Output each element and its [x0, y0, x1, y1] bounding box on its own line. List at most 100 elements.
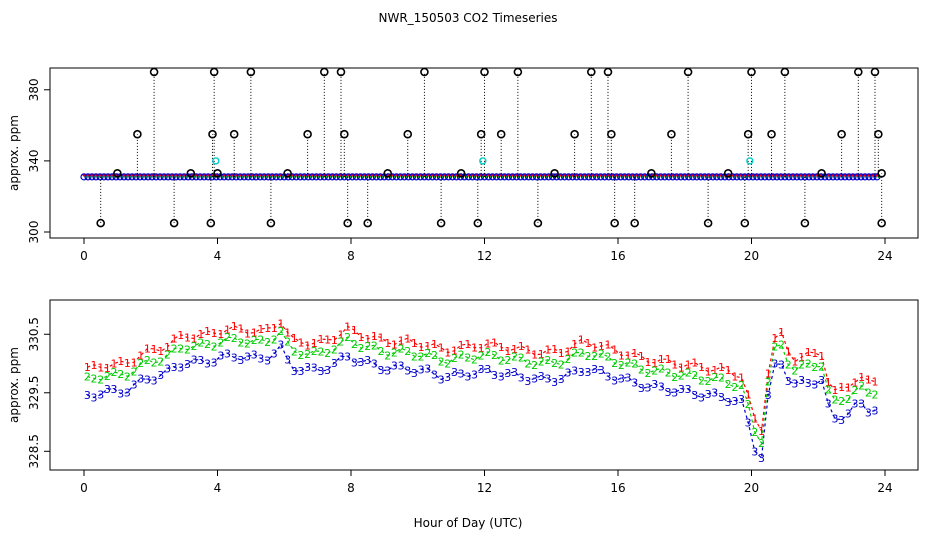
raw-point — [607, 129, 616, 139]
raw-point — [780, 67, 790, 77]
raw-point — [870, 67, 880, 77]
raw-point — [133, 129, 142, 139]
series-1-marker: 1 — [251, 327, 258, 340]
series-3-marker: 3 — [478, 363, 485, 376]
series-1-marker: 1 — [91, 359, 98, 372]
series-2-marker: 2 — [658, 362, 665, 375]
series-1-marker: 1 — [237, 323, 244, 336]
baseline-3-point — [468, 173, 477, 181]
raw-point — [113, 169, 122, 178]
series-3-marker: 3 — [751, 445, 758, 458]
series-2-marker: 2 — [144, 354, 151, 367]
series-3-marker: 3 — [157, 369, 164, 382]
baseline-3-point — [88, 173, 96, 181]
baseline-3-point — [861, 173, 869, 181]
series-2-marker: 2 — [685, 366, 692, 379]
baseline-3-point — [268, 173, 276, 181]
baseline-3-point — [448, 173, 457, 181]
series-1-marker: 1 — [858, 371, 865, 384]
series-2-marker: 2 — [157, 356, 164, 369]
series-1-marker: 1 — [297, 336, 304, 349]
baseline-3-point — [364, 173, 372, 181]
baseline-3-point — [228, 173, 236, 181]
baseline-3-point — [436, 173, 445, 181]
series-1-marker: 1 — [264, 322, 271, 335]
series-1-marker: 1 — [791, 356, 798, 369]
series-1-marker: 1 — [544, 344, 551, 357]
baseline-3-point — [705, 173, 713, 181]
baseline-3-point — [140, 173, 148, 181]
baseline-3-point — [312, 173, 320, 181]
bottom-x-tick-label: 8 — [347, 481, 355, 495]
series-3-marker: 3 — [358, 356, 365, 369]
series-3-marker: 3 — [564, 366, 571, 379]
series-3-marker: 3 — [484, 363, 491, 376]
series-1-marker: 1 — [511, 343, 518, 356]
series-3-marker: 3 — [364, 354, 371, 367]
raw-point — [319, 67, 329, 77]
series-1-marker: 1 — [638, 350, 645, 363]
series-2-marker: 2 — [498, 354, 505, 367]
series-1-marker: 1 — [97, 361, 104, 374]
baseline-3-point — [316, 173, 324, 181]
series-1-marker: 1 — [444, 347, 451, 360]
series-3-marker: 3 — [211, 356, 218, 369]
baseline-3-point — [581, 173, 589, 181]
series-2-marker: 2 — [858, 380, 865, 393]
top-y-ticks: 300 340 380 — [27, 78, 50, 243]
series-1-marker: 1 — [171, 333, 178, 346]
raw-point — [496, 129, 506, 139]
baseline-3-point — [156, 173, 164, 181]
series-1-marker: 1 — [604, 339, 611, 352]
series-1-marker: 1 — [291, 332, 298, 345]
raw-point — [206, 218, 216, 228]
baseline-3-point — [853, 173, 861, 181]
raw-point — [383, 169, 393, 178]
series-3-marker: 3 — [464, 371, 471, 384]
series-3-marker: 3 — [818, 374, 825, 387]
baseline-3-point — [685, 173, 693, 181]
bottom-series-lines — [87, 322, 876, 460]
raw-point — [229, 129, 239, 139]
raw-point — [837, 129, 846, 139]
baseline-3-point — [777, 173, 785, 181]
bottom-series-labels: 1 1 1 1 1 1 1 111 1 1 11 1 1 1 1 1 1 1 1 1 1 1 1 1 1 1 11 1 1 1 1 1 1 1 11… — [84, 318, 879, 465]
series-1-marker: 1 — [217, 328, 224, 341]
series-3-marker: 3 — [191, 353, 198, 366]
series-2-marker: 2 — [331, 344, 338, 357]
series-1-marker: 1 — [331, 334, 338, 347]
series-3-marker: 3 — [271, 348, 278, 361]
series-3-marker: 3 — [224, 347, 231, 360]
baseline-3-point — [424, 173, 433, 181]
series-2-marker: 2 — [625, 356, 632, 369]
baseline-3-point — [577, 173, 585, 181]
series-2-marker: 2 — [484, 346, 491, 359]
baseline-3-point — [869, 173, 877, 181]
series-2-marker: 2 — [571, 347, 578, 360]
series-1-marker: 1 — [658, 353, 665, 366]
series-2-marker: 2 — [538, 355, 545, 368]
series-2-marker: 2 — [758, 437, 765, 450]
top-y-tick-label: 300 — [27, 221, 41, 244]
series-1-marker: 1 — [464, 338, 471, 351]
baseline-3-point — [176, 173, 184, 181]
series-1-marker: 1 — [591, 342, 598, 355]
x-axis-label: Hour of Day (UTC) — [414, 516, 523, 530]
baseline-3-point — [352, 173, 360, 181]
series-2-marker: 2 — [544, 354, 551, 367]
series-2-marker: 2 — [711, 371, 718, 384]
series-2-marker: 2 — [371, 339, 378, 352]
series-2-marker: 2 — [257, 333, 264, 346]
series-1-marker: 1 — [771, 332, 778, 345]
series-2-marker: 2 — [651, 364, 658, 377]
series-3-marker: 3 — [117, 388, 124, 401]
series-2-marker: 2 — [251, 334, 258, 347]
series-3-marker: 3 — [604, 370, 611, 383]
series-2-marker: 2 — [438, 356, 445, 369]
series-1-marker: 1 — [671, 359, 678, 372]
series-2-marker: 2 — [511, 350, 518, 363]
series-2-marker: 2 — [197, 336, 204, 349]
series-1-marker: 1 — [277, 318, 284, 331]
series-1-marker: 1 — [404, 332, 411, 345]
baseline-3-point — [528, 173, 537, 181]
